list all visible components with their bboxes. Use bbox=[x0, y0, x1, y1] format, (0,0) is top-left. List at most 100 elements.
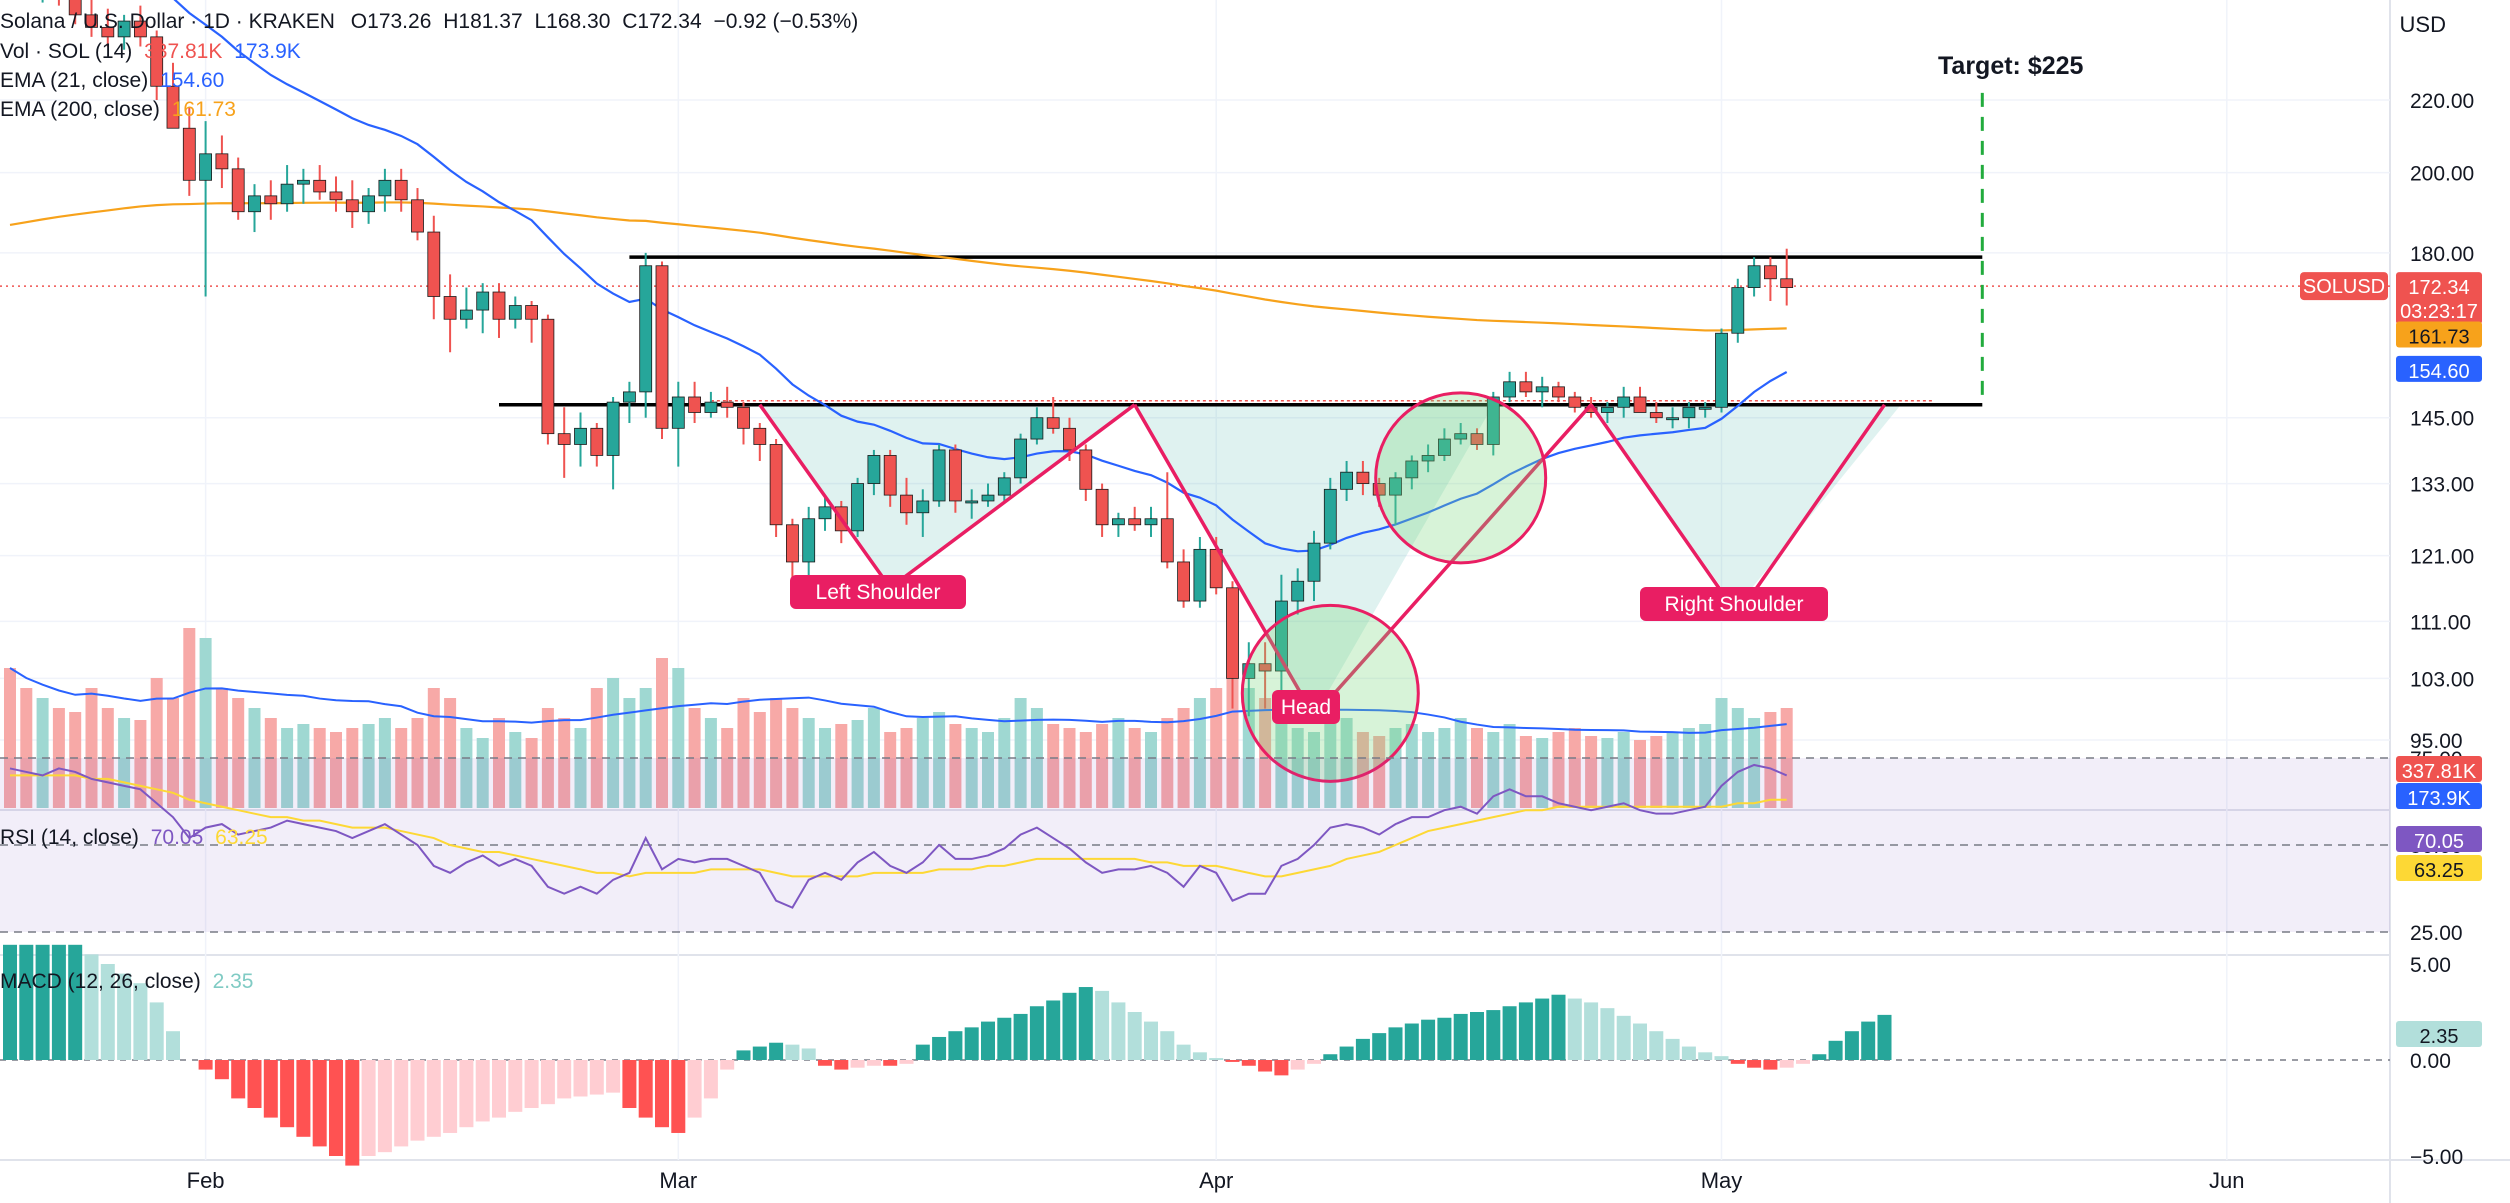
candle-body bbox=[1535, 386, 1549, 393]
volume-bar bbox=[1650, 736, 1663, 808]
volume-bar bbox=[737, 698, 750, 808]
macd-histogram-bar bbox=[198, 1060, 213, 1070]
macd-histogram-bar bbox=[1209, 1058, 1224, 1060]
macd-histogram-bar bbox=[1290, 1060, 1305, 1070]
volume-bar bbox=[444, 698, 457, 808]
volume-bar bbox=[1112, 718, 1125, 808]
volume-bar bbox=[949, 724, 962, 808]
macd-histogram-bar bbox=[1551, 994, 1566, 1060]
macd-legend[interactable]: MACD (12, 26, close) 2.35 bbox=[0, 970, 253, 994]
ema21-legend[interactable]: EMA (21, close) 154.60 bbox=[0, 69, 224, 93]
ema200-legend[interactable]: EMA (200, close) 161.73 bbox=[0, 98, 236, 122]
volume-bar bbox=[656, 658, 668, 808]
time-tick-label: May bbox=[1701, 1168, 1743, 1193]
macd-histogram-bar bbox=[1421, 1019, 1436, 1060]
volume-bar bbox=[1128, 728, 1141, 808]
price-badge bbox=[2396, 355, 2482, 382]
volume-bar bbox=[1275, 718, 1288, 808]
macd-histogram-bar bbox=[1730, 1060, 1745, 1064]
candle-body bbox=[1095, 488, 1109, 526]
candle-body bbox=[1454, 433, 1468, 440]
candle-body bbox=[1438, 438, 1451, 456]
rsi-line bbox=[9, 763, 1788, 909]
candle-body bbox=[459, 309, 473, 320]
macd-histogram-bar bbox=[1600, 1008, 1615, 1060]
volume-bar bbox=[558, 718, 571, 808]
macd-histogram-bar bbox=[850, 1060, 865, 1068]
vol-legend[interactable]: Vol · SOL (14) 337.81K 173.9K bbox=[0, 40, 301, 64]
volume-bar bbox=[1568, 728, 1581, 808]
price-tick-label: 200.00 bbox=[2410, 163, 2474, 186]
macd-histogram-bar bbox=[1095, 990, 1110, 1060]
price-badge-text: 63.25 bbox=[2414, 860, 2464, 882]
volume-bar bbox=[1780, 708, 1793, 808]
right-shoulder-label-pill bbox=[1640, 587, 1828, 621]
open-value: 173.26 bbox=[367, 10, 432, 33]
macd-histogram-bar bbox=[883, 1060, 898, 1066]
volume-bar bbox=[1079, 732, 1092, 808]
ohlc-legend: Solana / U.S. Dollar · 1D · KRAKEN O173.… bbox=[0, 10, 858, 34]
macd-histogram-bar bbox=[801, 1048, 816, 1060]
macd-histogram-bar bbox=[1681, 1046, 1696, 1060]
close-label: C bbox=[622, 10, 638, 33]
candle-body bbox=[1046, 417, 1060, 429]
macd-histogram-bar bbox=[1258, 1060, 1273, 1072]
rsi-legend[interactable]: RSI (14, close) 70.05 63.25 bbox=[0, 826, 268, 850]
macd-histogram-bar bbox=[1796, 1060, 1810, 1064]
macd-histogram-bar bbox=[1665, 1038, 1680, 1060]
candle-body bbox=[1568, 396, 1582, 408]
head-label: Head bbox=[1281, 696, 1331, 719]
head-label-pill bbox=[1272, 690, 1340, 724]
macd-histogram-bar bbox=[1241, 1060, 1256, 1066]
vol-value-1: 337.81K bbox=[144, 40, 223, 63]
currency-label[interactable]: USD bbox=[2399, 12, 2446, 37]
volume-bar bbox=[69, 712, 82, 808]
candle-body bbox=[1552, 386, 1565, 398]
volume-bar bbox=[1699, 724, 1712, 808]
candle-body bbox=[1144, 518, 1158, 526]
macd-histogram-bar bbox=[964, 1027, 979, 1060]
time-axis[interactable]: Feb Mar Apr May Jun bbox=[187, 1168, 2245, 1193]
macd-histogram-bar bbox=[1404, 1023, 1419, 1060]
candle-body bbox=[1356, 471, 1370, 484]
macd-histogram-bar bbox=[1029, 1006, 1044, 1060]
candle-body bbox=[867, 455, 881, 484]
macd-histogram-bar bbox=[752, 1046, 767, 1060]
high-label: H bbox=[443, 10, 459, 33]
candle-body bbox=[1160, 518, 1174, 563]
volume-bar bbox=[1193, 698, 1206, 808]
candle-body bbox=[1486, 396, 1500, 445]
open-label: O bbox=[350, 10, 368, 33]
candle-body bbox=[329, 191, 343, 201]
candle-body bbox=[1291, 580, 1305, 602]
pattern-area bbox=[1591, 404, 1901, 608]
candle-body bbox=[590, 427, 604, 456]
macd-histogram-bar bbox=[606, 1060, 621, 1093]
candle-body bbox=[655, 265, 669, 429]
candle-body bbox=[1519, 381, 1533, 393]
volume-bar bbox=[1096, 724, 1109, 808]
candle-body bbox=[1649, 412, 1663, 419]
macd-histogram-bar bbox=[1013, 1013, 1028, 1060]
price-badge-text: 337.81K bbox=[2402, 761, 2477, 783]
macd-histogram-bar bbox=[1453, 1013, 1468, 1060]
price-tick-label: 180.00 bbox=[2410, 243, 2474, 266]
volume-bar bbox=[427, 688, 440, 808]
macd-histogram-bar bbox=[1274, 1060, 1289, 1076]
volume-bar bbox=[20, 688, 33, 808]
macd-histogram-bar bbox=[1078, 987, 1093, 1060]
volume-bar bbox=[281, 728, 294, 808]
price-axis[interactable]: 220.00 200.00 180.00 145.00 133.00 121.00 111.… bbox=[2410, 90, 2474, 1169]
candle-body bbox=[101, 26, 115, 38]
candle-body bbox=[965, 500, 979, 504]
rsi-ma-line bbox=[10, 774, 1787, 878]
volume-bar bbox=[1145, 732, 1157, 808]
macd-histogram-bar bbox=[655, 1060, 669, 1128]
volume-bar bbox=[1617, 732, 1630, 808]
macd-histogram-bar bbox=[247, 1060, 262, 1108]
ema200-line bbox=[9, 201, 1787, 332]
candle-body bbox=[883, 455, 897, 496]
macd-histogram-bar bbox=[1812, 1054, 1827, 1060]
symbol-badge bbox=[2300, 272, 2388, 301]
